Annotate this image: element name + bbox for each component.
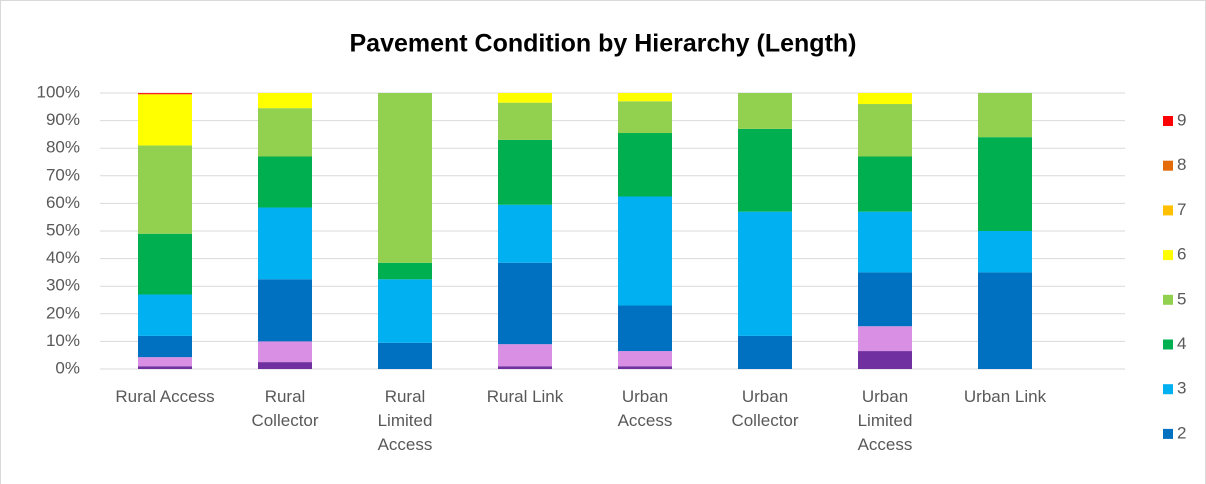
chart-title: Pavement Condition by Hierarchy (Length): [349, 30, 856, 58]
bar-segment: [498, 262, 552, 345]
bar-segment: [498, 366, 552, 369]
bar-segment: [738, 335, 792, 369]
legend-label: 4: [1177, 334, 1186, 353]
y-tick-label: 0%: [55, 358, 80, 377]
bar-segment: [138, 93, 192, 94]
bar-segment: [138, 366, 192, 369]
bar-segment: [738, 93, 792, 129]
bar-segment: [858, 93, 912, 105]
legend-label: 3: [1177, 379, 1186, 398]
bar-segment: [138, 94, 192, 146]
bar-segment: [258, 341, 312, 363]
bar-segment: [618, 305, 672, 352]
x-tick-label: Rural Limited Access: [378, 387, 433, 454]
bar-segment: [138, 294, 192, 336]
legend-label: 5: [1177, 289, 1186, 308]
bar-segment: [378, 279, 432, 343]
bar-segment: [738, 128, 792, 212]
bar-segment: [258, 362, 312, 369]
bar-segment: [498, 93, 552, 103]
bar-segment: [138, 93, 192, 95]
bar-segment: [378, 342, 432, 369]
bar-segment: [258, 108, 312, 157]
legend-label: 7: [1177, 200, 1186, 219]
x-tick-label: Rural Collector: [251, 387, 318, 430]
bar-segment: [138, 233, 192, 295]
y-tick-label: 40%: [46, 248, 80, 267]
bar-segment: [618, 196, 672, 306]
y-tick-label: 30%: [46, 276, 80, 295]
bar-segment: [618, 93, 672, 102]
bar-segment: [858, 156, 912, 212]
x-tick-label: Urban Limited Access: [858, 387, 913, 454]
bar-segment: [618, 133, 672, 197]
bar-segment: [618, 351, 672, 367]
bar-segment: [498, 102, 552, 140]
bar-segment: [378, 93, 432, 263]
y-tick-label: 80%: [46, 138, 80, 157]
x-tick-label: Rural Access: [115, 387, 214, 406]
bar-segment: [258, 279, 312, 342]
bar-segment: [738, 211, 792, 336]
bar-segment: [618, 101, 672, 134]
bar-segment: [138, 335, 192, 358]
bar-segment: [858, 326, 912, 352]
legend-swatch: [1163, 116, 1173, 126]
bar-segment: [978, 231, 1032, 273]
legend-swatch: [1163, 250, 1173, 261]
y-tick-label: 20%: [46, 303, 80, 322]
legend-swatch: [1163, 160, 1173, 171]
legend-swatch: [1163, 294, 1173, 305]
x-tick-label: Urban Access: [618, 387, 673, 430]
bar-segment: [858, 272, 912, 327]
bar-segment: [858, 104, 912, 157]
y-tick-label: 100%: [37, 82, 80, 101]
bar-segment: [258, 156, 312, 208]
y-tick-label: 90%: [46, 110, 80, 129]
bar-segment: [858, 211, 912, 273]
bar-segment: [258, 93, 312, 109]
bar-segment: [858, 351, 912, 369]
y-tick-label: 10%: [46, 331, 80, 350]
bar-segment: [618, 366, 672, 369]
legend-label: 8: [1177, 155, 1186, 174]
y-tick-label: 50%: [46, 220, 80, 239]
legend-swatch: [1163, 339, 1173, 350]
x-tick-label: Urban Link: [964, 387, 1047, 406]
y-tick-label: 60%: [46, 193, 80, 212]
bar-segment: [978, 93, 1032, 138]
bar-segment: [498, 204, 552, 263]
bar-segment: [258, 207, 312, 280]
bar-segment: [978, 137, 1032, 231]
bar-segment: [978, 272, 1032, 369]
bar-segment: [378, 262, 432, 280]
legend-swatch: [1163, 384, 1173, 395]
bar-segment: [498, 344, 552, 367]
legend-label: 9: [1177, 110, 1186, 129]
bar-segment: [138, 145, 192, 234]
bar-segment: [498, 139, 552, 205]
bar-segment: [138, 357, 192, 367]
legend-label: 6: [1177, 245, 1186, 264]
legend-label: 2: [1177, 423, 1186, 442]
x-tick-label: Urban Collector: [731, 387, 798, 430]
legend-swatch: [1163, 205, 1173, 216]
legend-swatch: [1163, 428, 1173, 439]
y-tick-label: 70%: [46, 165, 80, 184]
x-tick-label: Rural Link: [487, 387, 564, 406]
